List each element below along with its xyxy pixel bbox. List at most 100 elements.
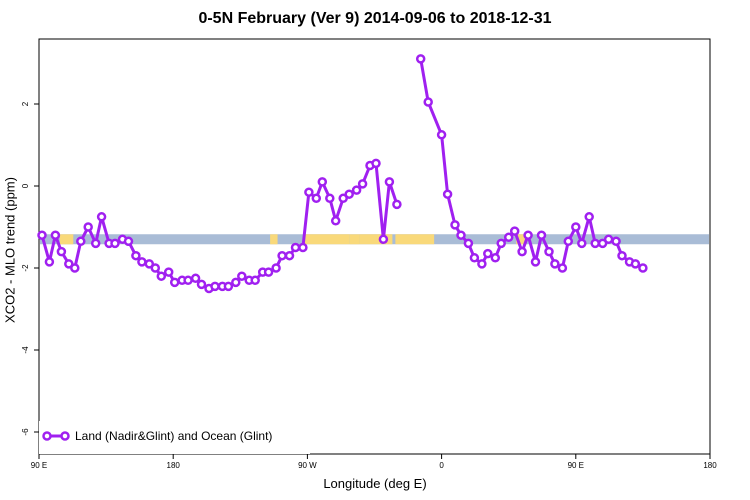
- data-point: [196, 279, 207, 290]
- data-point: [371, 158, 381, 169]
- x-tick-label: 180: [703, 461, 717, 470]
- plot-frame: [38, 38, 711, 455]
- data-point: [550, 259, 560, 269]
- data-point: [603, 234, 614, 245]
- series-line: [40, 161, 399, 290]
- y-tick-label: -2: [21, 264, 30, 272]
- data-point: [517, 246, 527, 257]
- data-point: [150, 263, 161, 273]
- data-point: [469, 253, 480, 263]
- data-point: [210, 281, 220, 292]
- data-point: [496, 238, 506, 249]
- data-point: [163, 267, 174, 277]
- x-axis-label: Longitude (deg E): [323, 476, 427, 491]
- axes: 90 E 180 90 W 0 90 E 180 -6 -4 -2 0 2: [21, 101, 717, 470]
- legend-marker-left: [42, 431, 52, 441]
- y-tick-label: 0: [21, 183, 30, 188]
- data-point: [50, 230, 61, 240]
- y-tick-label: -6: [21, 428, 30, 436]
- data-point: [156, 271, 167, 281]
- data-point: [351, 185, 362, 195]
- legend-box: [39, 421, 310, 454]
- x-tick-label: 180: [167, 461, 181, 470]
- data-point: [304, 187, 314, 197]
- data-point: [144, 259, 155, 269]
- data-point: [392, 199, 402, 210]
- data-point: [131, 250, 141, 261]
- data-point: [325, 193, 335, 204]
- data-point: [183, 275, 193, 286]
- data-point: [590, 238, 600, 249]
- data-point: [231, 277, 241, 288]
- data-point: [311, 193, 322, 204]
- data-point: [357, 179, 368, 189]
- data-point: [503, 232, 514, 243]
- data-point: [90, 238, 101, 249]
- data-point: [64, 259, 74, 269]
- data-point: [110, 238, 120, 249]
- x-tick-label: 90 E: [568, 461, 584, 470]
- legend-entry-label: Land (Nadir&Glint) and Ocean (Glint): [75, 429, 273, 443]
- x-tick-label: 0: [439, 461, 444, 470]
- data-point: [56, 246, 67, 257]
- data-point: [83, 222, 93, 232]
- data-point: [344, 189, 354, 199]
- data-point: [490, 253, 501, 263]
- data-point: [76, 236, 86, 247]
- data-point: [611, 236, 621, 247]
- data-point: [330, 216, 341, 226]
- data-point: [536, 230, 547, 240]
- data-point: [37, 230, 47, 240]
- data-point: [450, 220, 460, 230]
- data-point: [284, 250, 295, 261]
- data-point: [277, 250, 287, 261]
- data-point: [483, 248, 493, 259]
- y-axis-label: XCO2 - MLO trend (ppm): [2, 177, 18, 323]
- x-tick-label: 90 W: [298, 461, 317, 470]
- data-point: [223, 281, 234, 292]
- data-point: [44, 257, 55, 267]
- data-point: [169, 277, 180, 288]
- y-tick-label: -4: [21, 346, 30, 354]
- data-point: [250, 275, 260, 286]
- data-point: [584, 212, 594, 222]
- data-point: [477, 259, 487, 269]
- data-point: [638, 263, 648, 273]
- data-point: [137, 257, 147, 267]
- data-point: [597, 238, 608, 249]
- data-point: [577, 238, 587, 249]
- data-point: [571, 222, 581, 232]
- y-tick-label: 2: [21, 101, 30, 106]
- data-point: [544, 246, 554, 257]
- data-point: [563, 236, 574, 247]
- chart-title: 0-5N February (Ver 9) 2014-09-06 to 2018…: [198, 10, 552, 27]
- data-point: [530, 257, 541, 267]
- data-point: [190, 273, 201, 284]
- legend-marker-right: [60, 431, 70, 441]
- data-point: [436, 130, 447, 140]
- data-point: [263, 267, 274, 277]
- data-point: [415, 54, 426, 64]
- data-point: [456, 230, 466, 240]
- data-point: [423, 97, 433, 107]
- data-point: [96, 212, 107, 222]
- data-point: [70, 263, 80, 273]
- data-point: [557, 263, 568, 273]
- data-point: [617, 250, 627, 261]
- data-series: [37, 54, 648, 294]
- data-point: [271, 263, 281, 273]
- data-point: [290, 242, 301, 253]
- data-point: [123, 236, 134, 247]
- data-point: [298, 242, 308, 253]
- data-point: [463, 238, 474, 249]
- data-point: [630, 259, 641, 269]
- data-point: [378, 234, 389, 245]
- data-point: [442, 189, 453, 199]
- data-point: [523, 230, 533, 240]
- data-point: [317, 177, 328, 187]
- x-tick-label: 90 E: [31, 461, 47, 470]
- data-point: [509, 226, 520, 236]
- data-point: [384, 177, 395, 187]
- data-point: [338, 193, 348, 204]
